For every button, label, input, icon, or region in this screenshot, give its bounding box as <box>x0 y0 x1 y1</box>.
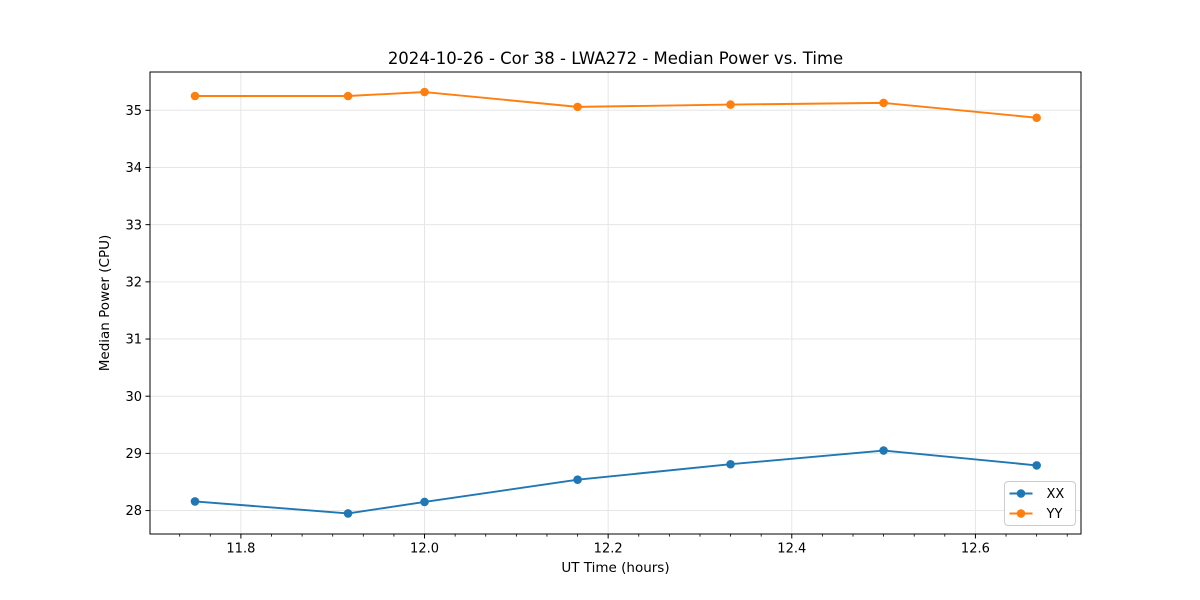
legend-box <box>1004 481 1076 526</box>
x-tick-label: 11.8 <box>226 542 255 557</box>
series-xx-marker <box>726 459 735 469</box>
series-xx-line <box>194 449 1037 515</box>
series-yy-marker <box>726 100 735 109</box>
series-xx-marker <box>420 497 429 507</box>
y-tick-label: 31 <box>125 333 142 348</box>
y-tick-label: 30 <box>125 390 142 405</box>
series-yy-marker <box>1032 113 1041 123</box>
series-xx-marker <box>343 509 353 518</box>
series-yy-marker <box>420 87 429 97</box>
y-tick-label: 33 <box>125 218 142 233</box>
series-xx-marker <box>573 475 582 484</box>
series-yy-marker <box>343 91 353 101</box>
x-tick-label: 12.2 <box>594 542 623 557</box>
x-tick-label: 12.6 <box>961 542 990 557</box>
series-yy-marker <box>879 98 888 108</box>
x-axis-label: UT Time (hours) <box>561 560 670 576</box>
series-xx-marker <box>190 497 200 506</box>
legend-yy-label: YY <box>1046 507 1063 522</box>
x-tick-label: 12.4 <box>777 542 806 557</box>
series-yy-line <box>194 91 1037 119</box>
legend-yy-marker <box>1016 509 1026 518</box>
chart-title: 2024-10-26 - Cor 38 - LWA272 - Median Po… <box>387 49 844 68</box>
series-xx-marker <box>1032 461 1041 470</box>
series-yy-marker <box>190 91 200 101</box>
y-tick-label: 32 <box>125 275 142 290</box>
y-tick-label: 35 <box>125 104 142 119</box>
legend-xx-label: XX <box>1047 487 1065 502</box>
y-tick-label: 29 <box>125 447 142 462</box>
x-tick-label: 12.0 <box>410 542 439 557</box>
series-xx-marker <box>879 446 888 455</box>
y-tick-label: 34 <box>125 161 142 176</box>
legend-xx-marker <box>1016 489 1026 498</box>
series-yy-marker <box>573 102 582 112</box>
y-tick-label: 28 <box>125 504 142 519</box>
plot-frame <box>149 71 1082 535</box>
y-axis-label-text: Median Power (CPU) <box>97 234 113 372</box>
